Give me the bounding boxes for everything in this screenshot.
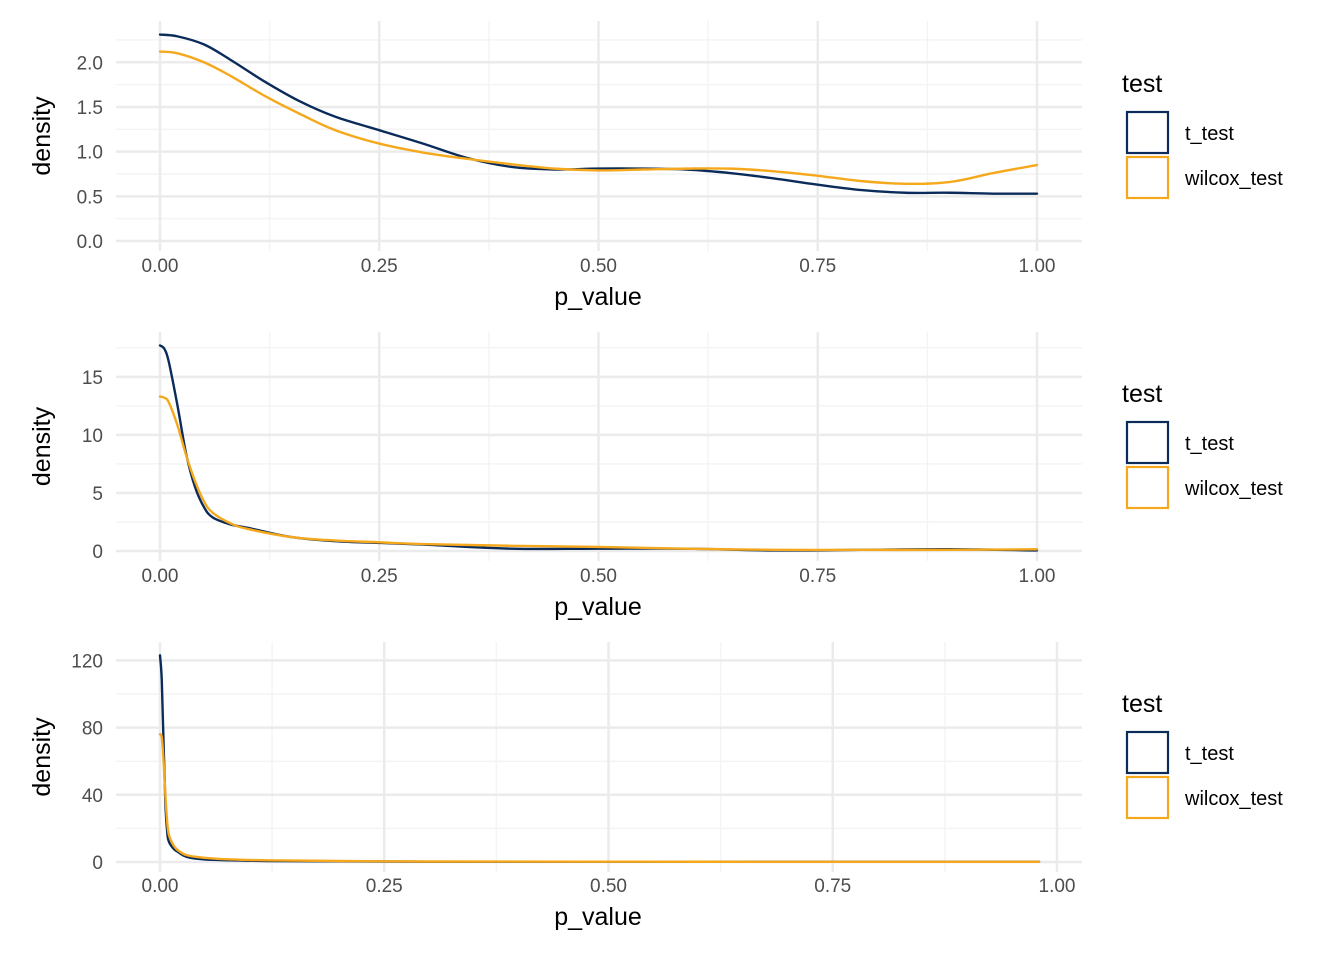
series-line-wilcox-test xyxy=(158,733,1041,864)
x-axis-title: p_value xyxy=(554,593,642,621)
legend-label: wilcox_test xyxy=(1184,168,1283,190)
legend-label: wilcox_test xyxy=(1184,478,1283,500)
x-tick-label: 0.25 xyxy=(361,256,398,277)
legend-title: test xyxy=(1122,380,1162,408)
series-line-t-test xyxy=(158,654,1041,864)
x-tick-label: 0.50 xyxy=(590,876,627,897)
x-tick-label: 0.00 xyxy=(142,876,179,897)
x-tick-label: 0.50 xyxy=(580,256,617,277)
legend: test t_test wilcox_test xyxy=(1122,70,1283,200)
y-tick-label: 15 xyxy=(82,368,103,389)
legend-label: t_test xyxy=(1185,433,1234,455)
y-axis-title: density xyxy=(28,406,56,486)
series-line-wilcox-test xyxy=(158,395,1039,552)
x-tick-label: 0.75 xyxy=(814,876,851,897)
legend-key-wilcox-test xyxy=(1125,465,1170,510)
y-tick-label: 0.5 xyxy=(77,187,103,208)
legend-title: test xyxy=(1122,690,1162,718)
legend-label: t_test xyxy=(1185,743,1234,765)
x-tick-label: 0.25 xyxy=(361,566,398,587)
x-tick-label: 0.75 xyxy=(799,566,836,587)
x-tick-label: 0.00 xyxy=(142,566,179,587)
chart-panel-1: 0.00 0.25 0.50 0.75 1.00 0.0 0.5 1.0 1.5 2.0 p_val… xyxy=(28,21,1283,311)
legend-title: test xyxy=(1122,70,1162,98)
x-tick-label: 0.00 xyxy=(142,256,179,277)
y-tick-label: 1.0 xyxy=(77,143,103,164)
x-tick-label: 1.00 xyxy=(1019,566,1056,587)
x-tick-label: 0.75 xyxy=(799,256,836,277)
y-tick-label: 0 xyxy=(92,853,103,874)
legend-key-t-test xyxy=(1125,730,1170,775)
legend-label: wilcox_test xyxy=(1184,788,1283,810)
x-tick-label: 1.00 xyxy=(1019,256,1056,277)
x-tick-label: 0.25 xyxy=(366,876,403,897)
x-tick-label: 0.50 xyxy=(580,566,617,587)
legend-key-wilcox-test xyxy=(1125,155,1170,200)
x-axis-title: p_value xyxy=(554,903,642,931)
x-tick-label: 1.00 xyxy=(1039,876,1076,897)
x-axis-title: p_value xyxy=(554,283,642,311)
chart-panel-2: 0.00 0.25 0.50 0.75 1.00 0 5 10 15 p_value density… xyxy=(28,332,1283,621)
legend: test t_test wilcox_test xyxy=(1122,690,1283,820)
y-tick-label: 1.5 xyxy=(77,98,103,119)
y-tick-label: 5 xyxy=(92,484,103,505)
legend-key-t-test xyxy=(1125,110,1170,155)
y-tick-label: 2.0 xyxy=(77,53,103,74)
y-tick-label: 40 xyxy=(82,786,103,807)
series-line-wilcox-test xyxy=(158,50,1039,186)
legend-label: t_test xyxy=(1185,123,1234,145)
legend: test t_test wilcox_test xyxy=(1122,380,1283,510)
y-tick-label: 120 xyxy=(71,651,103,672)
y-tick-label: 0 xyxy=(92,542,103,563)
chart-panel-3: 0.00 0.25 0.50 0.75 1.00 0 40 80 120 p_value densi… xyxy=(28,642,1283,931)
y-axis-title: density xyxy=(28,96,56,176)
y-axis-title: density xyxy=(28,717,56,797)
y-tick-label: 10 xyxy=(82,426,103,447)
y-tick-label: 0.0 xyxy=(77,232,103,253)
y-tick-label: 80 xyxy=(82,719,103,740)
legend-key-wilcox-test xyxy=(1125,775,1170,820)
legend-key-t-test xyxy=(1125,420,1170,465)
